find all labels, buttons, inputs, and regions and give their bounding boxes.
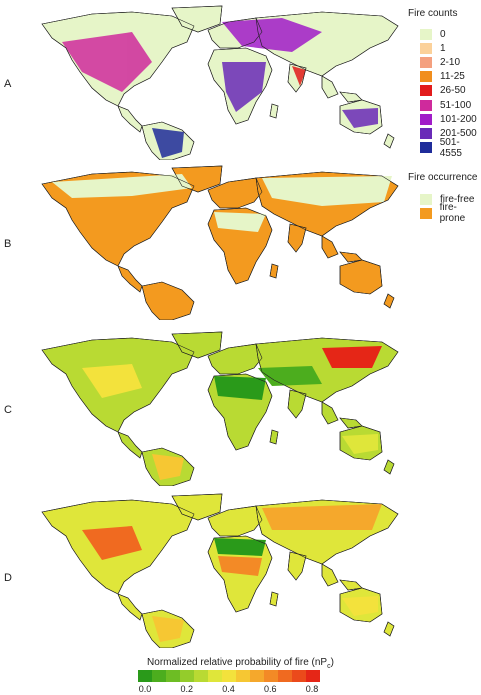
colorbar-segment <box>278 670 293 682</box>
fire-counts-legend-label: 501-4555 <box>439 136 462 159</box>
fire-counts-legend-swatch <box>420 28 432 40</box>
fire-counts-legend-label: 26-50 <box>440 85 466 97</box>
colorbar-tick-label: 0.0 <box>138 684 152 694</box>
colorbar-segment <box>152 670 167 682</box>
colorbar-segment <box>208 670 223 682</box>
colorbar-tick-label: 0.8 <box>305 684 319 694</box>
fire-counts-legend-swatch <box>420 127 432 139</box>
fire-counts-legend-swatch <box>420 142 432 154</box>
colorbar-segment <box>292 670 307 682</box>
colorbar-segment <box>236 670 251 682</box>
colorbar-segment <box>222 670 237 682</box>
fire-counts-legend-label: 201-500 <box>440 127 477 139</box>
fire-counts-legend-label: 0 <box>440 28 446 40</box>
fire-counts-legend-item: 2-10 <box>420 56 460 68</box>
fire-counts-legend-label: 2-10 <box>440 56 461 68</box>
fire-probability-map-d <box>41 493 399 648</box>
panel-label-d: D <box>4 572 12 584</box>
fire-occurrence-legend-label: fire-free <box>440 193 475 205</box>
fire-counts-legend-title: Fire counts <box>408 8 458 19</box>
fire-counts-legend-swatch <box>420 85 432 97</box>
fire-counts-legend-item: 101-200 <box>420 113 477 125</box>
panel-label-a: A <box>4 78 12 90</box>
colorbar-segment <box>194 670 209 682</box>
fire-counts-legend-item: 26-50 <box>420 85 466 97</box>
fire-counts-legend-item: 501-4555 <box>420 137 481 159</box>
fire-counts-legend-label: 101-200 <box>440 113 477 125</box>
fire-occurrence-legend-item: fire-prone <box>420 202 481 224</box>
fire-counts-legend-swatch <box>420 99 432 111</box>
fire-counts-map <box>41 5 399 160</box>
fire-counts-legend-swatch <box>420 56 432 68</box>
fire-occurrence-legend-label: fire-prone <box>439 202 466 225</box>
fire-counts-legend-label: 11-25 <box>440 71 465 83</box>
fire-occurrence-legend-swatch <box>420 193 432 205</box>
colorbar-segment <box>250 670 265 682</box>
colorbar-segment <box>264 670 279 682</box>
colorbar-tick-label: 0.2 <box>180 684 194 694</box>
fire-occurrence-legend-item: fire-free <box>420 193 474 205</box>
fire-counts-legend-item: 1 <box>420 42 446 54</box>
fire-occurrence-legend-title: Fire occurrence <box>408 172 478 183</box>
colorbar-tick-label: 0.6 <box>263 684 277 694</box>
fire-counts-legend-item: 51-100 <box>420 99 471 111</box>
colorbar-segment <box>180 670 195 682</box>
fire-occurrence-legend-swatch <box>420 207 432 219</box>
fire-counts-legend-swatch <box>420 113 432 125</box>
panel-label-c: C <box>4 404 12 416</box>
probability-scale-title: Normalized relative probability of fire … <box>147 657 334 670</box>
colorbar-segment <box>138 670 153 682</box>
fire-counts-legend-item: 11-25 <box>420 71 465 83</box>
fire-counts-legend-label: 1 <box>440 42 446 54</box>
fire-probability-map-c <box>41 331 399 486</box>
fire-occurrence-map <box>41 165 399 320</box>
panel-label-b: B <box>4 238 12 250</box>
fire-counts-legend-swatch <box>420 42 432 54</box>
probability-colorbar <box>138 670 320 682</box>
colorbar-segment <box>306 670 320 682</box>
fire-counts-legend-item: 201-500 <box>420 127 477 139</box>
fire-counts-legend-swatch <box>420 71 432 83</box>
fire-counts-legend-label: 51-100 <box>440 99 472 111</box>
fire-counts-legend-item: 0 <box>420 28 446 40</box>
colorbar-tick-label: 0.4 <box>222 684 235 694</box>
colorbar-segment <box>166 670 181 682</box>
